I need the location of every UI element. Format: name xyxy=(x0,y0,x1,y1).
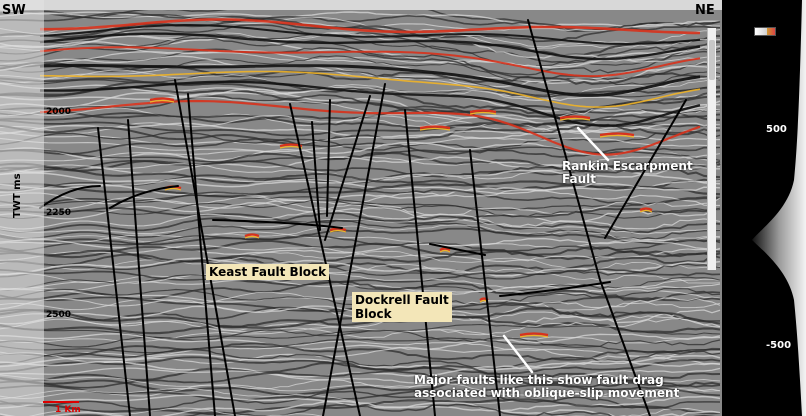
amplitude-trace xyxy=(752,0,806,416)
rankin-label-line1: Rankin Escarpment xyxy=(562,159,693,173)
oblique-slip-note: Major faults like this show fault drag a… xyxy=(414,374,679,400)
seismic-viewer[interactable]: SW NE 2000 2250 2500 TWT ms Keast Fault … xyxy=(0,0,722,416)
scale-bar-label: 1 Km xyxy=(55,405,81,415)
color-scale-swatch xyxy=(754,27,776,36)
dockrell-fault-block-label: Dockrell Fault Block xyxy=(352,292,452,322)
time-tick-2000: 2000 xyxy=(46,107,72,117)
note-line1: Major faults like this show fault drag xyxy=(414,373,664,387)
vertical-scrollbar[interactable] xyxy=(707,28,716,270)
note-line2: associated with oblique-slip movement xyxy=(414,386,680,400)
seismic-section[interactable] xyxy=(0,0,722,416)
amplitude-trace-panel: 500 -500 xyxy=(722,0,806,416)
time-tick-2500: 2500 xyxy=(46,310,72,320)
fault-lines xyxy=(39,19,687,416)
sw-end-label: SW xyxy=(2,3,26,18)
dockrell-label-line2: Block xyxy=(355,307,392,321)
keast-fault-block-label: Keast Fault Block xyxy=(206,264,330,280)
rankin-escarpment-fault-label: Rankin Escarpment Fault xyxy=(562,160,693,186)
panel-tick-neg500: -500 xyxy=(766,340,792,351)
rankin-label-line2: Fault xyxy=(562,172,596,186)
scrollbar-thumb[interactable] xyxy=(709,40,715,80)
panel-tick-500: 500 xyxy=(766,124,787,135)
ne-end-label: NE xyxy=(695,3,715,18)
scale-bar xyxy=(43,401,79,403)
dockrell-label-line1: Dockrell Fault xyxy=(355,293,449,307)
time-tick-2250: 2250 xyxy=(46,208,72,218)
time-axis-title: TWT ms xyxy=(12,173,23,218)
amplitude-highlights xyxy=(39,18,701,338)
